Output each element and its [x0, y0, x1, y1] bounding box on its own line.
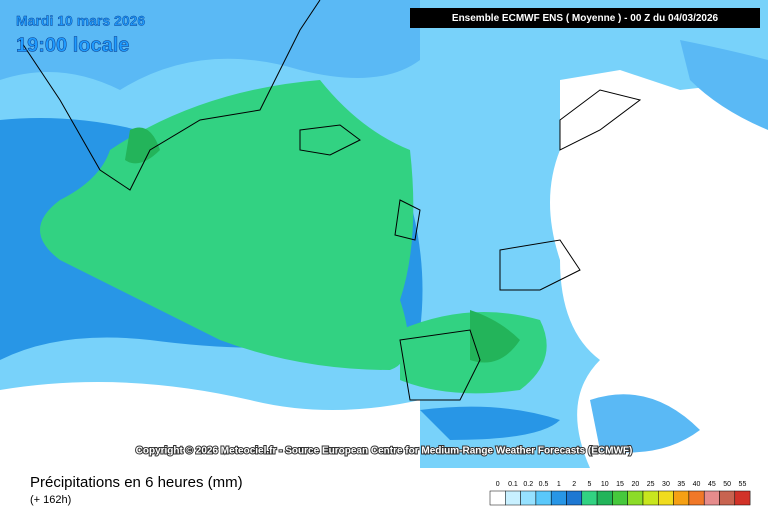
legend-swatch: [627, 490, 644, 506]
legend-swatch: [612, 490, 628, 506]
legend-label: 10: [601, 481, 609, 488]
legend-swatch: [719, 490, 736, 506]
legend-swatch: [703, 490, 720, 506]
legend-label: 0: [496, 481, 500, 488]
legend-swatch: [520, 490, 537, 506]
model-info: Ensemble ECMWF ENS ( Moyenne ) - 00 Z du…: [452, 13, 719, 24]
legend-swatch: [673, 490, 690, 506]
legend-swatch: [688, 490, 705, 506]
date: Mardi 10 mars 2026: [16, 13, 145, 29]
copyright: Copyright © 2026 Meteociel.fr - Source E…: [136, 446, 633, 457]
legend-swatch: [505, 490, 521, 506]
model-box: [410, 8, 760, 28]
legend-label: 40: [693, 481, 701, 488]
legend-swatch: [489, 490, 506, 506]
legend-label: 20: [631, 481, 639, 488]
legend-label: 0.5: [539, 481, 549, 488]
legend-swatch: [596, 490, 613, 506]
legend-swatch: [566, 490, 583, 506]
legend-label: 45: [708, 481, 716, 488]
legend-label: 5: [587, 481, 591, 488]
legend-label: 2: [572, 481, 576, 488]
time: 19:00 locale: [16, 34, 129, 56]
legend-swatch: [658, 490, 674, 506]
legend-swatch: [581, 490, 598, 506]
legend-label: 35: [677, 481, 685, 488]
map: [0, 0, 768, 468]
footer-title: Précipitations en 6 heures (mm): [30, 474, 243, 491]
legend-swatch: [550, 490, 567, 506]
legend-label: 15: [616, 481, 624, 488]
legend-label: 25: [647, 481, 655, 488]
legend-label: 0.2: [523, 481, 533, 488]
legend-swatch: [535, 490, 552, 506]
legend: 0 0.1 0.2 0.5 1 2 5 10 15 20 25 30 35 40 45 50 55: [489, 481, 751, 506]
legend-label: 55: [739, 481, 747, 488]
legend-swatch: [734, 490, 751, 506]
footer-lead: (+ 162h): [30, 494, 71, 506]
legend-label: 30: [662, 481, 670, 488]
legend-swatch: [642, 490, 659, 506]
legend-label: 0.1: [508, 481, 518, 488]
legend-label: 1: [557, 481, 561, 488]
legend-label: 50: [723, 481, 731, 488]
